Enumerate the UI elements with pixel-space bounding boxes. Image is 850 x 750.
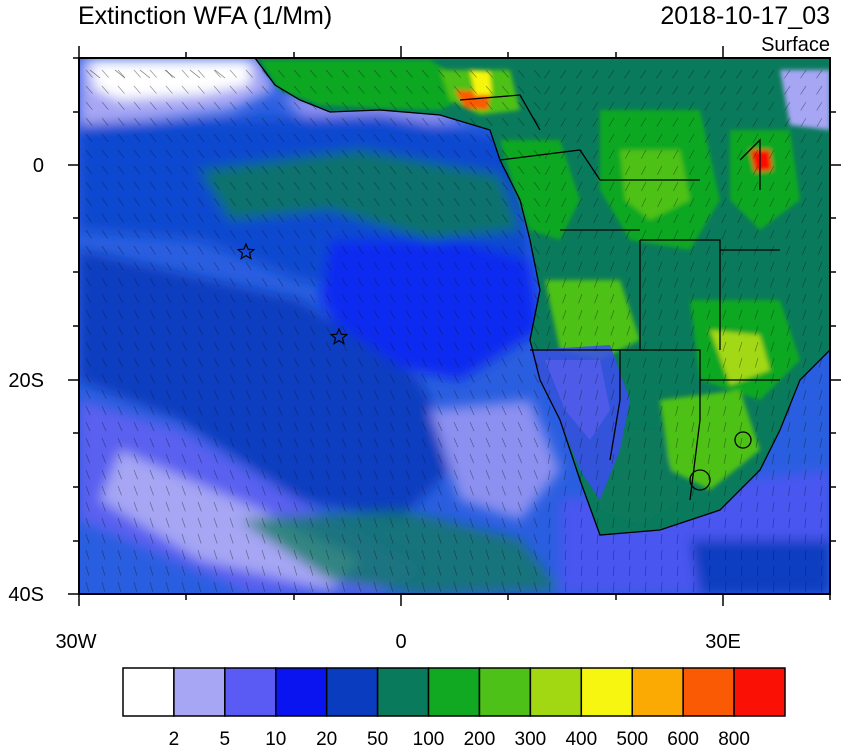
- colorbar-swatch: [529, 667, 583, 717]
- lat-tick-label: 20S: [8, 370, 44, 392]
- lon-tick-label: 30W: [55, 631, 96, 653]
- colorbar: [122, 667, 786, 717]
- colorbar-swatch: [173, 667, 226, 717]
- colorbar-swatch: [631, 667, 684, 717]
- colorbar-swatch: [275, 667, 328, 717]
- star-marker: [236, 242, 256, 260]
- wind-barbs: [89, 69, 226, 79]
- lon-tick-label: 0: [395, 631, 406, 653]
- extinction-field: [79, 58, 830, 594]
- colorbar-label: 800: [718, 729, 750, 750]
- colorbar-label: 100: [413, 729, 445, 750]
- colorbar-label: 10: [265, 729, 286, 750]
- colorbar-swatch: [580, 667, 633, 717]
- colorbar-swatch: [682, 667, 735, 717]
- sampling-markers: [236, 242, 349, 345]
- colorbar-label: 200: [464, 729, 496, 750]
- colorbar-label: 400: [565, 729, 597, 750]
- lat-tick-label: 0: [33, 155, 44, 177]
- colorbar-swatch: [478, 667, 532, 717]
- lat-tick-label: 40S: [8, 584, 44, 606]
- colorbar-label: 20: [316, 729, 337, 750]
- timestamp: 2018-10-17_03: [660, 2, 830, 30]
- colorbar-label: 600: [667, 729, 699, 750]
- star-marker: [329, 327, 349, 345]
- coastline: [254, 58, 830, 536]
- colorbar-swatch: [325, 667, 379, 717]
- map-title: Extinction WFA (1/Mm): [78, 2, 333, 30]
- colorbar-swatch: [427, 667, 481, 717]
- colorbar-label: 2: [169, 729, 180, 750]
- colorbar-swatch: [224, 667, 277, 717]
- colorbar-swatch: [122, 667, 175, 717]
- colorbar-label: 300: [515, 729, 547, 750]
- colorbar-swatch: [376, 667, 430, 717]
- colorbar-label: 5: [220, 729, 231, 750]
- colorbar-swatch: [733, 667, 786, 717]
- colorbar-label: 500: [616, 729, 648, 750]
- colorbar-labels: 2 5 10 20 50 100 200 300 400 500 600 800: [169, 729, 750, 750]
- axis-ticks: [68, 46, 841, 606]
- colorbar-label: 50: [367, 729, 388, 750]
- level-label: Surface: [761, 34, 830, 56]
- lon-tick-label: 30E: [705, 631, 741, 653]
